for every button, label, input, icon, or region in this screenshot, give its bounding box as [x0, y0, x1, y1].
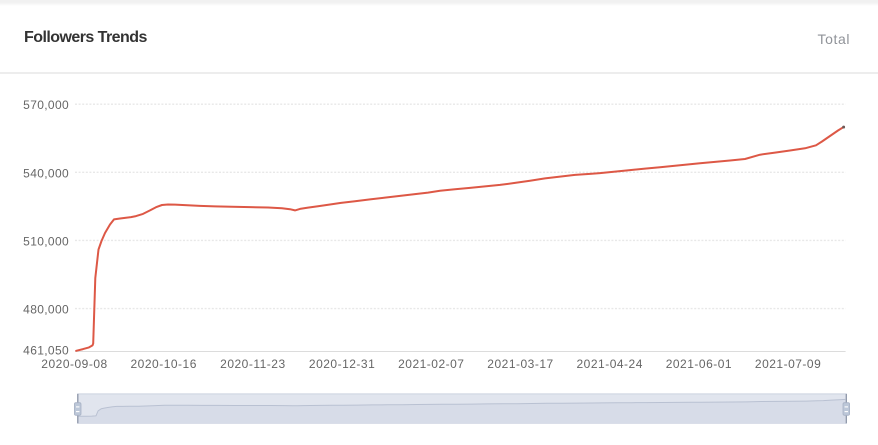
- svg-text:480,000: 480,000: [23, 303, 69, 317]
- svg-text:2020-11-23: 2020-11-23: [220, 357, 286, 371]
- svg-text:540,000: 540,000: [23, 166, 69, 180]
- svg-text:461,050: 461,050: [23, 344, 69, 358]
- svg-text:2021-03-17: 2021-03-17: [487, 357, 553, 371]
- svg-text:2021-07-09: 2021-07-09: [755, 357, 821, 371]
- svg-text:2021-06-01: 2021-06-01: [666, 357, 732, 371]
- svg-text:2020-10-16: 2020-10-16: [131, 357, 197, 371]
- svg-text:2020-09-08: 2020-09-08: [41, 357, 107, 371]
- svg-text:510,000: 510,000: [23, 234, 69, 248]
- svg-text:570,000: 570,000: [23, 98, 69, 112]
- svg-text:2020-12-31: 2020-12-31: [309, 357, 375, 371]
- svg-text:2021-04-24: 2021-04-24: [577, 357, 643, 371]
- svg-text:2021-02-07: 2021-02-07: [398, 357, 464, 371]
